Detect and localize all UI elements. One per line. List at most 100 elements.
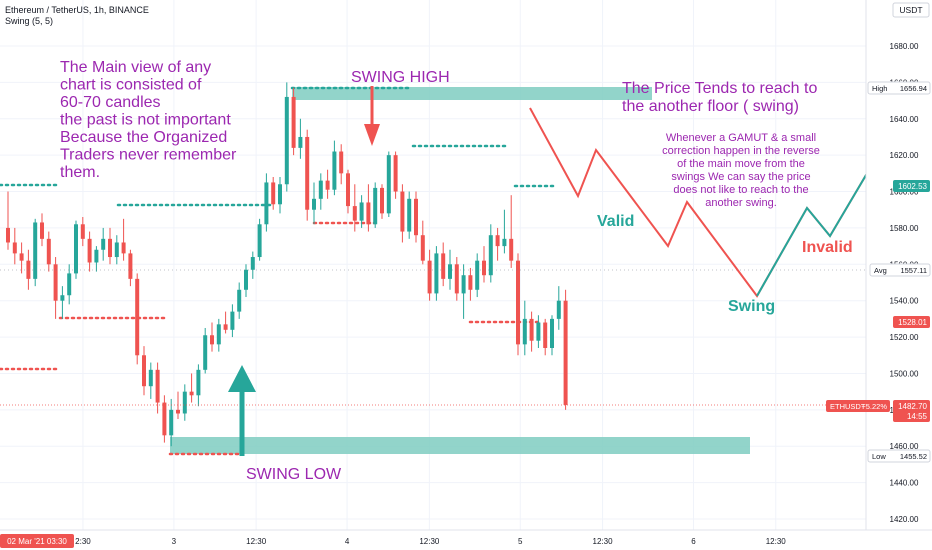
candle-body [230,312,234,330]
candle-body [564,301,568,405]
candle-body [278,184,282,204]
ticker-value: 1482.70 [898,402,927,411]
candle-body [339,152,343,174]
candle-body [251,257,255,270]
annotation-line: Because the Organized [60,129,227,146]
candle-body [428,261,432,294]
candle-body [516,261,520,345]
annotation-line: The Main view of any [60,59,211,76]
candle-body [13,242,17,253]
candle [564,290,568,410]
candle-body [380,188,384,213]
candle-body [482,261,486,276]
candle-body [373,188,377,224]
candle [373,182,377,227]
avg-marker-label: Avg [874,266,887,275]
annotation-line: chart is consisted of [60,77,202,94]
candle-body [156,370,160,403]
candle [292,88,296,155]
candle-body [489,235,493,275]
time-tick-label: 5 [518,537,523,546]
high-marker-value: 1656.94 [900,84,927,93]
candle-body [203,335,207,370]
candle-body [332,152,336,190]
candle-body [6,228,10,243]
current-red-marker: 1528.01 [893,316,930,328]
candle-body [400,192,404,232]
candle-body [509,239,513,261]
candle-body [169,410,173,435]
candle-body [33,222,37,278]
candle-body [353,206,357,221]
candle-body [421,235,425,260]
time-cursor-label: 02 Mar '21 03:30 [0,534,74,548]
swing-low-label: SWING LOW [246,466,342,483]
candle-body [115,242,119,257]
low-marker-label: Low [872,452,886,461]
currency-button[interactable]: USDT [893,3,929,17]
candle-body [74,224,78,273]
annotation-line: another swing. [705,197,777,209]
current-green-marker: 1602.53 [893,180,930,192]
candle-body [298,137,302,148]
annotation-line: 60-70 candles [60,94,161,111]
candle-body [122,242,126,253]
time-cursor-text: 02 Mar '21 03:30 [7,537,67,546]
candle-body [135,279,139,355]
current-green-value: 1602.53 [898,182,927,191]
candle-body [319,181,323,199]
price-tick-label: 1500.00 [890,369,919,378]
price-tick-label: 1440.00 [890,479,919,488]
candle-body [258,224,262,257]
candle-body [94,250,98,263]
candle-body [264,182,268,224]
candle-body [346,173,350,206]
candle-body [101,239,105,250]
candle-body [312,199,316,210]
candle-body [224,324,228,329]
candle-body [162,403,166,436]
annotation-line: correction happen in the reverse [662,145,820,157]
candle-body [176,410,180,414]
time-scale[interactable] [0,530,932,550]
candle-body [237,290,241,312]
annotation-line: Traders never remember [60,147,237,164]
price-tick-label: 1540.00 [890,297,919,306]
candle-body [550,319,554,348]
candle-body [244,270,248,290]
candle-body [67,273,71,295]
price-tick-label: 1520.00 [890,333,919,342]
time-tick-label: 3 [172,537,177,546]
swing-label: Swing [728,298,775,315]
candle-body [557,301,561,319]
swing-low-zone [170,437,750,454]
price-tick-label: 1620.00 [890,151,919,160]
candle-body [455,264,459,293]
candle-body [523,319,527,344]
annotation-line: of the main move from the [677,158,805,170]
candle-body [305,137,309,210]
candle [434,246,438,301]
candle-body [448,264,452,279]
annotation-line: does not like to reach to the [673,184,808,196]
candle [285,82,289,191]
invalid-label: Invalid [802,239,853,256]
time-tick-label: 12:30 [246,537,267,546]
candle-body [502,239,506,246]
price-tends-annotation: The Price Tends to reach to the another f… [622,80,817,115]
candle-body [326,181,330,190]
time-tick-label: 2:30 [75,537,91,546]
candle-body [183,392,187,414]
candle-body [285,97,289,184]
candle-body [360,202,364,220]
time-tick-label: 12:30 [419,537,440,546]
current-red-value: 1528.01 [898,318,927,327]
candle [135,273,139,364]
candle-body [441,253,445,278]
time-tick-label: 12:30 [593,537,614,546]
avg-marker: Avg 1557.11 [870,264,930,276]
indicator-label: Swing (5, 5) [5,16,53,26]
time-tick-label: 4 [345,537,350,546]
currency-label: USDT [899,5,922,15]
